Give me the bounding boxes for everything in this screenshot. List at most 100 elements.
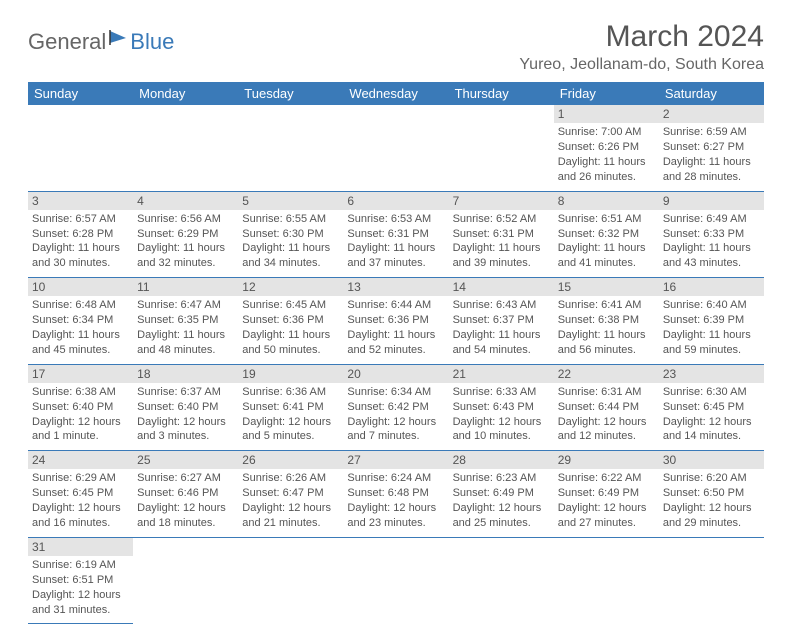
calendar-row: 31Sunrise: 6:19 AMSunset: 6:51 PMDayligh… — [28, 537, 764, 624]
day-number: 2 — [659, 105, 764, 123]
daylight-line: Daylight: 12 hours and 21 minutes. — [242, 501, 339, 531]
day-number: 1 — [554, 105, 659, 123]
calendar-row: 3Sunrise: 6:57 AMSunset: 6:28 PMDaylight… — [28, 191, 764, 278]
sunset-line: Sunset: 6:38 PM — [558, 313, 655, 328]
calendar-cell — [238, 537, 343, 624]
sunrise-line: Sunrise: 6:24 AM — [347, 471, 444, 486]
calendar-cell: 12Sunrise: 6:45 AMSunset: 6:36 PMDayligh… — [238, 278, 343, 365]
day-number: 29 — [554, 451, 659, 469]
calendar-cell: 14Sunrise: 6:43 AMSunset: 6:37 PMDayligh… — [449, 278, 554, 365]
calendar-cell: 13Sunrise: 6:44 AMSunset: 6:36 PMDayligh… — [343, 278, 448, 365]
calendar-cell: 2Sunrise: 6:59 AMSunset: 6:27 PMDaylight… — [659, 105, 764, 191]
day-number: 19 — [238, 365, 343, 383]
calendar-cell: 4Sunrise: 6:56 AMSunset: 6:29 PMDaylight… — [133, 191, 238, 278]
location-subtitle: Yureo, Jeollanam-do, South Korea — [519, 56, 764, 74]
sunset-line: Sunset: 6:36 PM — [347, 313, 444, 328]
sunrise-line: Sunrise: 7:00 AM — [558, 125, 655, 140]
calendar-row: 17Sunrise: 6:38 AMSunset: 6:40 PMDayligh… — [28, 364, 764, 451]
daylight-line: Daylight: 12 hours and 16 minutes. — [32, 501, 129, 531]
sunset-line: Sunset: 6:29 PM — [137, 227, 234, 242]
sunrise-line: Sunrise: 6:27 AM — [137, 471, 234, 486]
calendar-cell — [28, 105, 133, 191]
sunrise-line: Sunrise: 6:20 AM — [663, 471, 760, 486]
daylight-line: Daylight: 12 hours and 27 minutes. — [558, 501, 655, 531]
calendar-row: 1Sunrise: 7:00 AMSunset: 6:26 PMDaylight… — [28, 105, 764, 191]
header: General Blue March 2024 Yureo, Jeollanam… — [28, 20, 764, 74]
daylight-line: Daylight: 11 hours and 32 minutes. — [137, 241, 234, 271]
calendar-cell — [554, 537, 659, 624]
day-number: 10 — [28, 278, 133, 296]
calendar-cell: 17Sunrise: 6:38 AMSunset: 6:40 PMDayligh… — [28, 364, 133, 451]
logo-text-blue: Blue — [130, 29, 174, 55]
daylight-line: Daylight: 11 hours and 34 minutes. — [242, 241, 339, 271]
calendar-cell: 25Sunrise: 6:27 AMSunset: 6:46 PMDayligh… — [133, 451, 238, 538]
daylight-line: Daylight: 11 hours and 45 minutes. — [32, 328, 129, 358]
daylight-line: Daylight: 11 hours and 56 minutes. — [558, 328, 655, 358]
logo: General Blue — [28, 28, 174, 56]
day-number: 28 — [449, 451, 554, 469]
calendar-cell: 16Sunrise: 6:40 AMSunset: 6:39 PMDayligh… — [659, 278, 764, 365]
calendar-cell: 30Sunrise: 6:20 AMSunset: 6:50 PMDayligh… — [659, 451, 764, 538]
sunrise-line: Sunrise: 6:41 AM — [558, 298, 655, 313]
daylight-line: Daylight: 11 hours and 54 minutes. — [453, 328, 550, 358]
sunset-line: Sunset: 6:33 PM — [663, 227, 760, 242]
sunrise-line: Sunrise: 6:57 AM — [32, 212, 129, 227]
sunset-line: Sunset: 6:47 PM — [242, 486, 339, 501]
day-number: 25 — [133, 451, 238, 469]
sunset-line: Sunset: 6:28 PM — [32, 227, 129, 242]
calendar-cell: 27Sunrise: 6:24 AMSunset: 6:48 PMDayligh… — [343, 451, 448, 538]
daylight-line: Daylight: 12 hours and 29 minutes. — [663, 501, 760, 531]
day-number: 20 — [343, 365, 448, 383]
daylight-line: Daylight: 11 hours and 39 minutes. — [453, 241, 550, 271]
day-number: 27 — [343, 451, 448, 469]
sunrise-line: Sunrise: 6:36 AM — [242, 385, 339, 400]
calendar-row: 10Sunrise: 6:48 AMSunset: 6:34 PMDayligh… — [28, 278, 764, 365]
weekday-header: Friday — [554, 82, 659, 105]
sunset-line: Sunset: 6:31 PM — [347, 227, 444, 242]
calendar-cell — [238, 105, 343, 191]
daylight-line: Daylight: 11 hours and 52 minutes. — [347, 328, 444, 358]
calendar-cell: 1Sunrise: 7:00 AMSunset: 6:26 PMDaylight… — [554, 105, 659, 191]
calendar-cell: 28Sunrise: 6:23 AMSunset: 6:49 PMDayligh… — [449, 451, 554, 538]
day-number: 24 — [28, 451, 133, 469]
calendar-cell: 22Sunrise: 6:31 AMSunset: 6:44 PMDayligh… — [554, 364, 659, 451]
weekday-header: Thursday — [449, 82, 554, 105]
sunrise-line: Sunrise: 6:53 AM — [347, 212, 444, 227]
sunrise-line: Sunrise: 6:45 AM — [242, 298, 339, 313]
sunrise-line: Sunrise: 6:33 AM — [453, 385, 550, 400]
sunrise-line: Sunrise: 6:44 AM — [347, 298, 444, 313]
calendar-cell: 21Sunrise: 6:33 AMSunset: 6:43 PMDayligh… — [449, 364, 554, 451]
sunrise-line: Sunrise: 6:48 AM — [32, 298, 129, 313]
sunset-line: Sunset: 6:46 PM — [137, 486, 234, 501]
calendar-cell: 11Sunrise: 6:47 AMSunset: 6:35 PMDayligh… — [133, 278, 238, 365]
day-number: 11 — [133, 278, 238, 296]
day-number: 18 — [133, 365, 238, 383]
day-number: 30 — [659, 451, 764, 469]
sunset-line: Sunset: 6:32 PM — [558, 227, 655, 242]
sunset-line: Sunset: 6:27 PM — [663, 140, 760, 155]
sunset-line: Sunset: 6:30 PM — [242, 227, 339, 242]
sunrise-line: Sunrise: 6:38 AM — [32, 385, 129, 400]
weekday-header: Tuesday — [238, 82, 343, 105]
daylight-line: Daylight: 12 hours and 12 minutes. — [558, 415, 655, 445]
calendar-cell — [449, 537, 554, 624]
sunset-line: Sunset: 6:42 PM — [347, 400, 444, 415]
calendar-cell — [343, 537, 448, 624]
day-number: 12 — [238, 278, 343, 296]
weekday-header: Wednesday — [343, 82, 448, 105]
sunset-line: Sunset: 6:31 PM — [453, 227, 550, 242]
sunrise-line: Sunrise: 6:55 AM — [242, 212, 339, 227]
calendar-cell: 26Sunrise: 6:26 AMSunset: 6:47 PMDayligh… — [238, 451, 343, 538]
day-number: 9 — [659, 192, 764, 210]
sunrise-line: Sunrise: 6:59 AM — [663, 125, 760, 140]
sunrise-line: Sunrise: 6:23 AM — [453, 471, 550, 486]
sunset-line: Sunset: 6:45 PM — [32, 486, 129, 501]
day-number: 17 — [28, 365, 133, 383]
day-number: 15 — [554, 278, 659, 296]
day-number: 31 — [28, 538, 133, 556]
day-number: 4 — [133, 192, 238, 210]
sunrise-line: Sunrise: 6:40 AM — [663, 298, 760, 313]
sunset-line: Sunset: 6:51 PM — [32, 573, 129, 588]
calendar-cell — [133, 105, 238, 191]
daylight-line: Daylight: 12 hours and 25 minutes. — [453, 501, 550, 531]
